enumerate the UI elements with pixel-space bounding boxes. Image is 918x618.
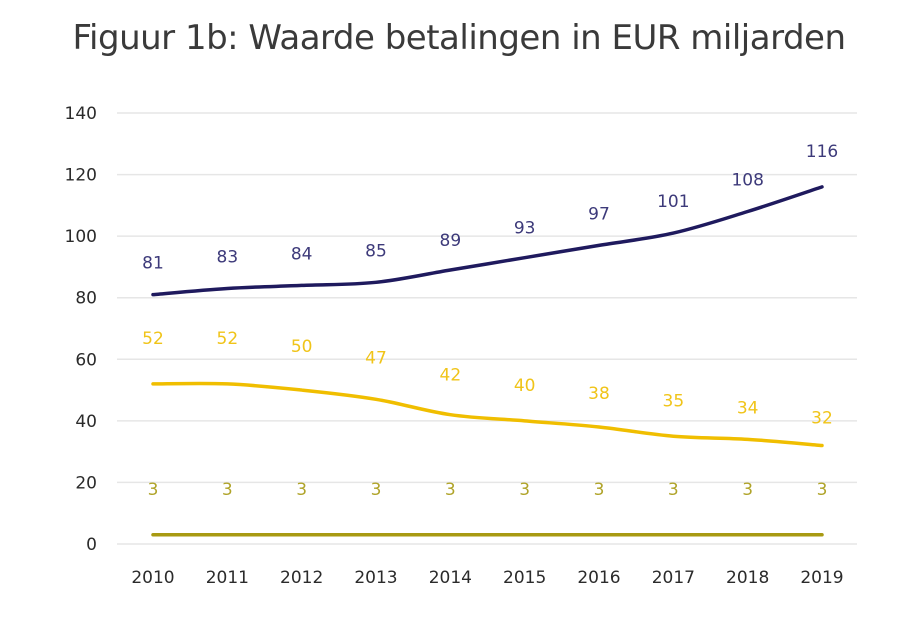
y-tick-label: 0 (86, 535, 97, 555)
data-label: 3 (817, 480, 828, 500)
x-tick-label: 2011 (206, 568, 249, 588)
data-label: 81 (142, 254, 164, 274)
x-tick-label: 2019 (800, 568, 843, 588)
data-label: 52 (142, 329, 164, 349)
data-label: 3 (668, 480, 679, 500)
data-label: 3 (148, 480, 159, 500)
data-label: 101 (657, 192, 689, 212)
x-tick-label: 2016 (577, 568, 620, 588)
data-label: 32 (811, 408, 833, 428)
y-tick-label: 40 (75, 412, 97, 432)
data-label: 40 (514, 376, 536, 396)
x-axis-ticks: 2010 2011 2012 2013 2014 2015 2016 2017 2018 2019 (131, 568, 843, 588)
x-tick-label: 2015 (503, 568, 546, 588)
x-tick-label: 2012 (280, 568, 323, 588)
data-label: 3 (519, 480, 530, 500)
data-label: 84 (291, 244, 313, 264)
data-label: 38 (588, 384, 610, 404)
data-label: 3 (371, 480, 382, 500)
data-label: 97 (588, 204, 610, 224)
data-label: 85 (365, 241, 387, 261)
y-axis-ticks: 0 20 40 60 80 100 120 140 (65, 104, 97, 555)
x-tick-label: 2013 (354, 568, 397, 588)
y-tick-label: 20 (75, 473, 97, 493)
data-label: 3 (222, 480, 233, 500)
chart-title: Figuur 1b: Waarde betalingen in EUR milj… (72, 18, 846, 58)
series-lines (151, 185, 824, 537)
y-tick-label: 100 (65, 227, 97, 247)
y-tick-label: 60 (75, 350, 97, 370)
x-tick-label: 2014 (429, 568, 472, 588)
gridlines (117, 112, 857, 545)
data-label: 83 (217, 247, 239, 267)
y-tick-label: 120 (65, 166, 97, 186)
x-tick-label: 2017 (652, 568, 695, 588)
data-label: 34 (737, 398, 759, 418)
data-label: 47 (365, 348, 387, 368)
series-line-2 (151, 381, 824, 448)
data-label: 35 (663, 391, 685, 411)
data-label: 3 (742, 480, 753, 500)
data-label: 108 (731, 171, 763, 191)
data-label: 50 (291, 337, 313, 357)
data-label: 3 (296, 480, 307, 500)
data-labels: 81 83 84 85 89 93 97 101 108 116 52 52 50 47 42 40 38 35 3… (142, 142, 838, 500)
data-label: 3 (594, 480, 605, 500)
data-label: 93 (514, 219, 536, 239)
x-tick-label: 2010 (131, 568, 174, 588)
data-label: 3 (445, 480, 456, 500)
y-tick-label: 140 (65, 104, 97, 124)
y-tick-label: 80 (75, 289, 97, 309)
series-line-1 (151, 185, 824, 297)
x-tick-label: 2018 (726, 568, 769, 588)
data-label: 116 (806, 142, 838, 162)
data-label: 89 (440, 231, 462, 251)
data-label: 52 (217, 329, 239, 349)
data-label: 42 (440, 366, 462, 386)
